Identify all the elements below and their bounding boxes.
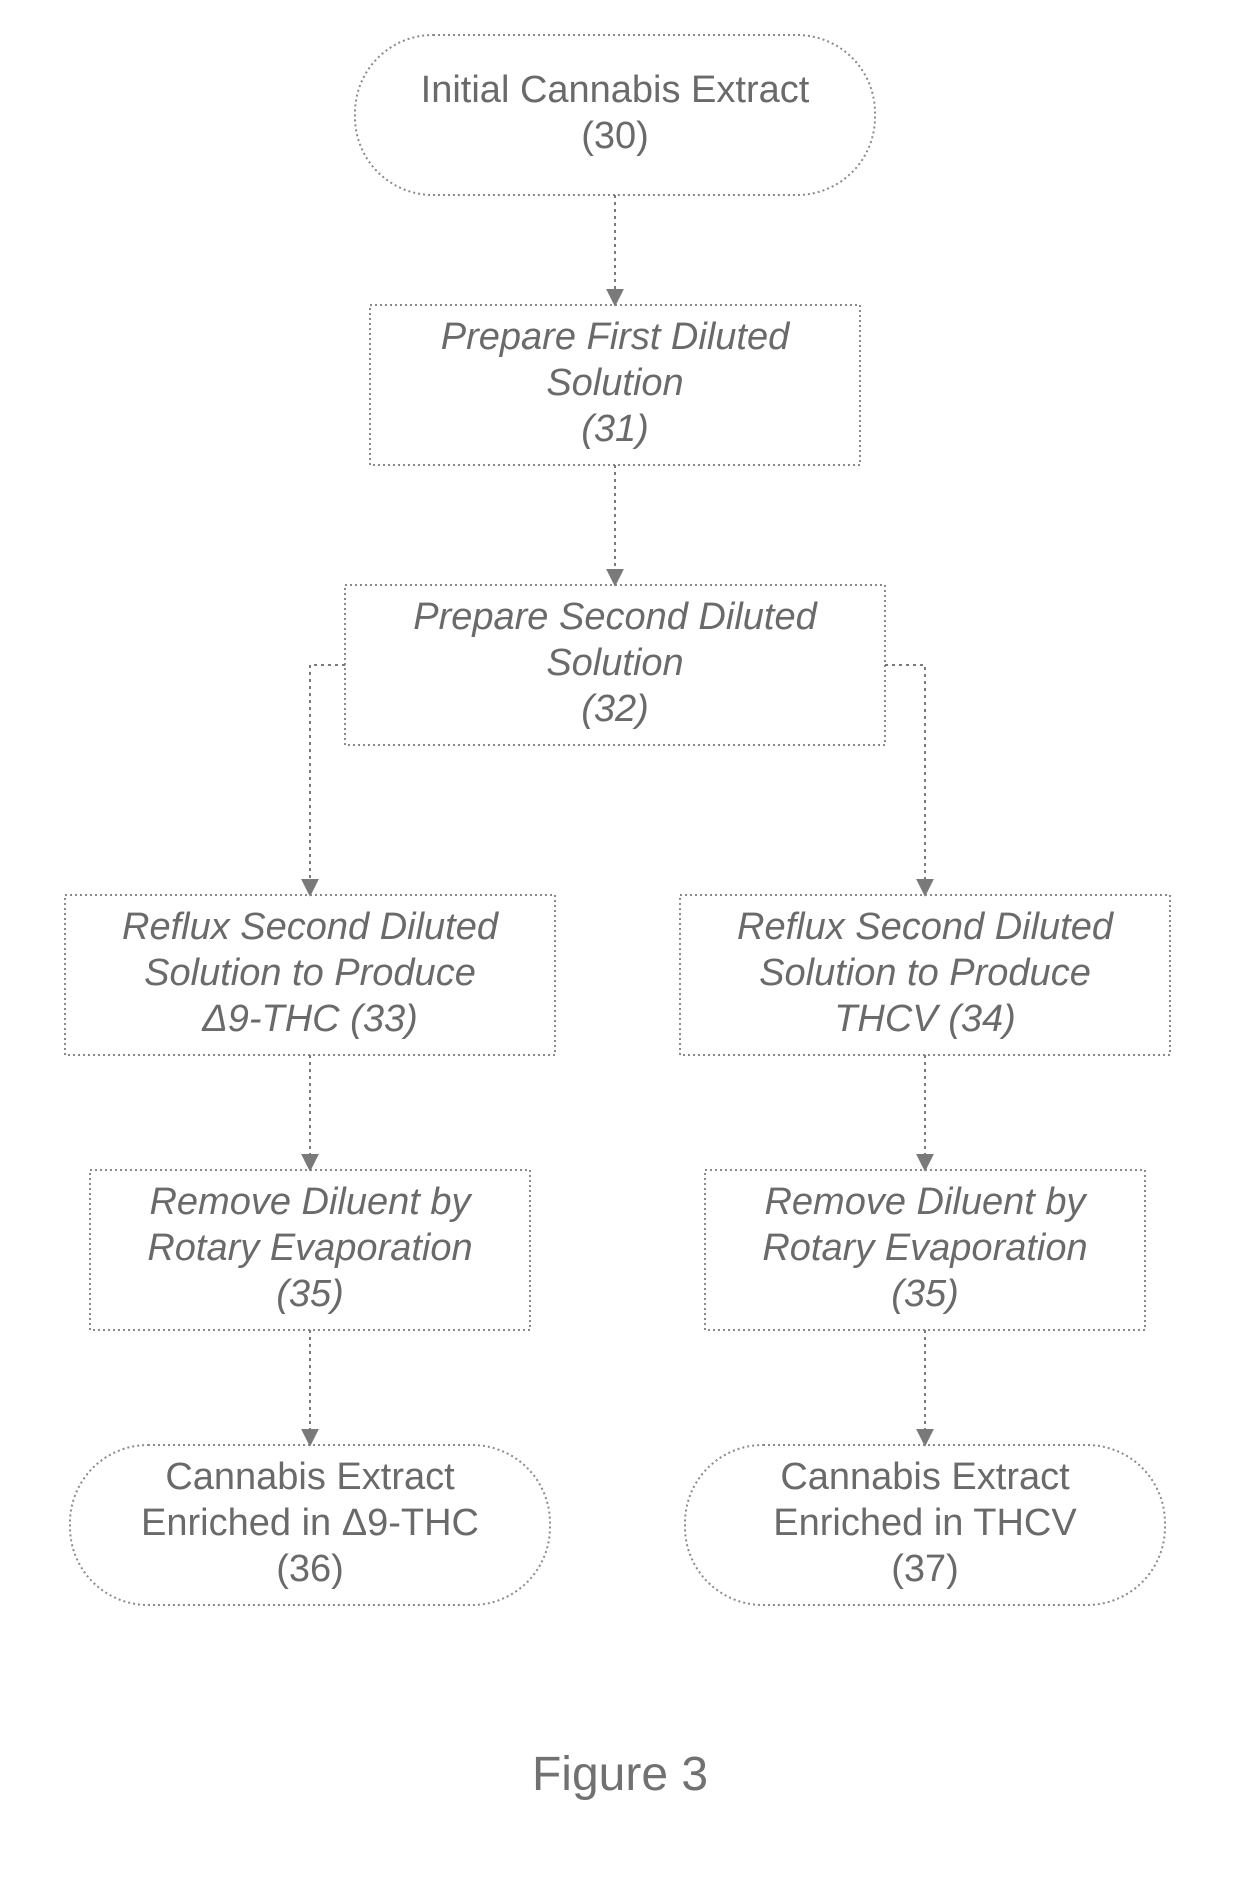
- node-label: (37): [891, 1548, 959, 1590]
- flow-node-n30: Initial Cannabis Extract(30): [355, 35, 875, 195]
- node-label: Remove Diluent by: [764, 1181, 1087, 1223]
- node-label: Solution to Produce: [144, 952, 476, 994]
- node-label: Enriched in Δ9-THC: [141, 1502, 479, 1544]
- node-label: Cannabis Extract: [780, 1456, 1070, 1498]
- node-label: Initial Cannabis Extract: [421, 69, 810, 111]
- node-label: Prepare First Diluted: [441, 316, 791, 358]
- node-label: Cannabis Extract: [165, 1456, 455, 1498]
- node-label: (36): [276, 1548, 344, 1590]
- flow-node-n35R: Remove Diluent byRotary Evaporation(35): [705, 1170, 1145, 1330]
- node-label: (32): [581, 688, 649, 730]
- flow-edge: [310, 665, 345, 895]
- node-label: Solution: [546, 362, 683, 404]
- node-label: (30): [581, 115, 649, 157]
- node-label: (35): [276, 1273, 344, 1315]
- flow-node-n31: Prepare First DilutedSolution(31): [370, 305, 860, 465]
- node-label: (31): [581, 408, 649, 450]
- flow-node-n34: Reflux Second DilutedSolution to Produce…: [680, 895, 1170, 1055]
- flow-edge: [885, 665, 925, 895]
- node-label: Solution: [546, 642, 683, 684]
- node-label: Remove Diluent by: [149, 1181, 472, 1223]
- node-label: Solution to Produce: [759, 952, 1091, 994]
- flow-node-n36: Cannabis ExtractEnriched in Δ9-THC(36): [70, 1445, 550, 1605]
- node-label: Prepare Second Diluted: [413, 596, 818, 638]
- flow-node-n37: Cannabis ExtractEnriched in THCV(37): [685, 1445, 1165, 1605]
- node-label: THCV (34): [834, 998, 1016, 1040]
- flow-node-n32: Prepare Second DilutedSolution(32): [345, 585, 885, 745]
- flow-node-n33: Reflux Second DilutedSolution to Produce…: [65, 895, 555, 1055]
- node-label: Reflux Second Diluted: [737, 906, 1115, 948]
- flow-node-n35L: Remove Diluent byRotary Evaporation(35): [90, 1170, 530, 1330]
- node-label: Rotary Evaporation: [762, 1227, 1087, 1269]
- node-label: Reflux Second Diluted: [122, 906, 500, 948]
- node-label: Rotary Evaporation: [147, 1227, 472, 1269]
- node-label: Δ9-THC (33): [201, 998, 418, 1040]
- node-label: Enriched in THCV: [773, 1502, 1077, 1544]
- node-label: (35): [891, 1273, 959, 1315]
- flowchart-canvas: Initial Cannabis Extract(30) Prepare Firs…: [0, 0, 1240, 1904]
- figure-label: Figure 3: [532, 1748, 708, 1801]
